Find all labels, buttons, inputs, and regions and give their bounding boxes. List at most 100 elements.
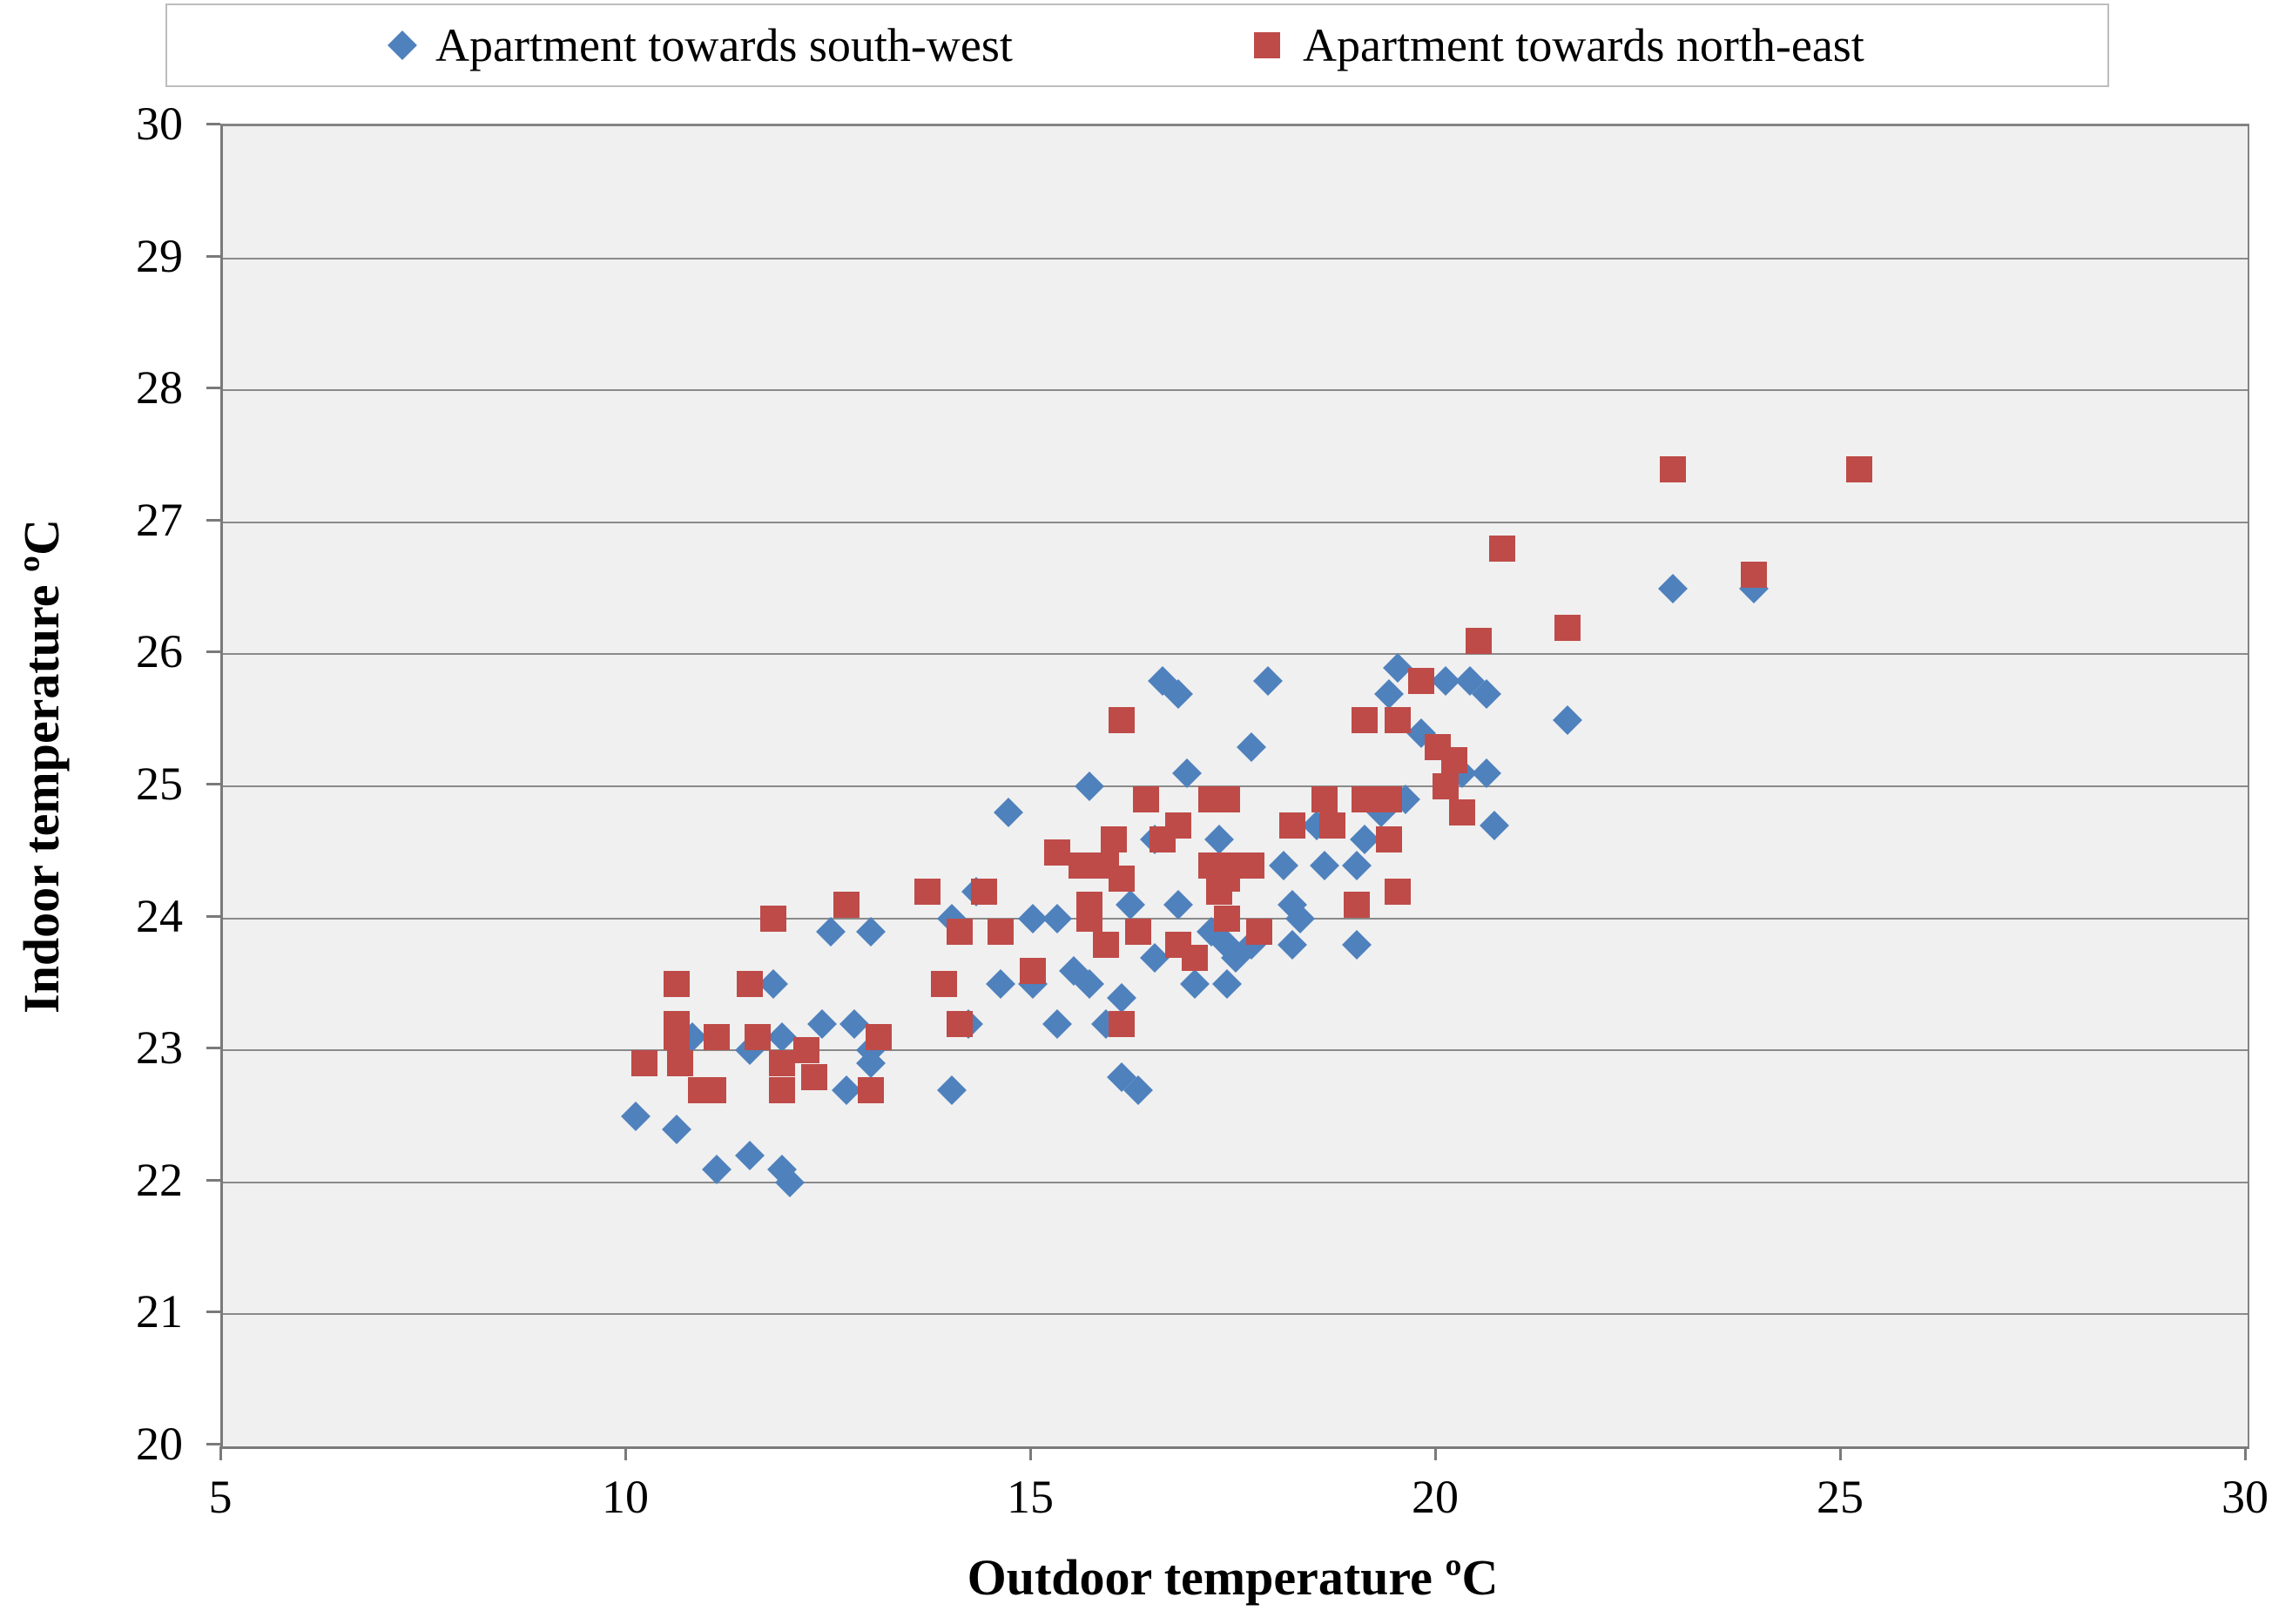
x-tick-label-25: 25 — [1817, 1471, 1864, 1523]
data-point-northeast — [1659, 456, 1686, 483]
data-point-northeast — [744, 1024, 771, 1051]
data-point-southwest — [766, 1022, 797, 1053]
x-axis-title: Outdoor temperature ºC — [967, 1549, 1499, 1606]
data-point-northeast — [1376, 786, 1403, 813]
gridline-y-29 — [223, 257, 2248, 259]
x-tick-label-15: 15 — [1007, 1471, 1054, 1523]
y-tick-label-27: 27 — [136, 493, 183, 546]
data-point-northeast — [1182, 945, 1208, 972]
data-point-northeast — [704, 1024, 731, 1051]
data-point-southwest — [1657, 573, 1688, 603]
data-point-southwest — [1374, 678, 1405, 709]
data-point-northeast — [667, 1050, 694, 1077]
data-point-northeast — [947, 1010, 974, 1037]
x-tick-30 — [2244, 1446, 2247, 1460]
data-point-northeast — [1214, 905, 1241, 932]
y-tick-30 — [206, 123, 220, 125]
y-tick-label-29: 29 — [136, 229, 183, 282]
gridline-y-27 — [223, 521, 2248, 523]
y-tick-label-25: 25 — [136, 758, 183, 810]
data-point-northeast — [1149, 825, 1176, 852]
y-tick-21 — [206, 1311, 220, 1314]
legend-label-southwest: Apartment towards south-west — [435, 19, 1013, 71]
y-tick-29 — [206, 254, 220, 258]
data-point-northeast — [663, 1024, 690, 1051]
y-tick-24 — [206, 914, 220, 918]
data-point-northeast — [1408, 667, 1435, 694]
data-point-northeast — [1238, 852, 1265, 879]
data-point-northeast — [1068, 852, 1095, 879]
x-tick-25 — [1839, 1446, 1842, 1460]
data-point-southwest — [1203, 824, 1234, 854]
data-point-northeast — [792, 1037, 819, 1064]
data-point-northeast — [663, 971, 690, 998]
y-tick-label-30: 30 — [136, 98, 183, 150]
legend-label-northeast: Apartment towards north-east — [1303, 19, 1864, 71]
data-point-northeast — [1440, 746, 1467, 773]
data-point-southwest — [758, 969, 789, 1000]
gridline-y-23 — [223, 1049, 2248, 1052]
square-marker-icon — [1254, 32, 1280, 58]
y-tick-28 — [206, 387, 220, 390]
data-point-southwest — [1382, 652, 1412, 683]
legend-item-southwest[interactable]: Apartment towards south-west — [388, 5, 1013, 85]
data-point-southwest — [1163, 890, 1194, 920]
data-point-northeast — [1246, 918, 1273, 945]
data-point-northeast — [1319, 812, 1346, 839]
data-point-northeast — [914, 879, 941, 906]
data-point-northeast — [1448, 799, 1475, 826]
y-tick-label-23: 23 — [136, 1021, 183, 1075]
data-point-northeast — [866, 1024, 893, 1051]
data-point-northeast — [1433, 773, 1460, 799]
data-point-northeast — [1101, 825, 1127, 852]
data-point-northeast — [1376, 825, 1403, 852]
y-tick-label-20: 20 — [136, 1418, 183, 1470]
y-tick-23 — [206, 1047, 220, 1050]
y-tick-label-26: 26 — [136, 625, 183, 678]
x-tick-label-20: 20 — [1412, 1471, 1459, 1523]
data-point-southwest — [856, 916, 886, 947]
data-point-northeast — [1740, 562, 1767, 589]
gridline-y-28 — [223, 389, 2248, 392]
data-point-southwest — [1480, 811, 1510, 841]
data-point-southwest — [807, 1008, 838, 1039]
x-tick-label-5: 5 — [208, 1471, 233, 1523]
y-tick-20 — [206, 1443, 220, 1445]
gridline-y-25 — [223, 785, 2248, 787]
data-point-northeast — [858, 1076, 884, 1103]
x-tick-label-30: 30 — [2221, 1471, 2269, 1523]
data-point-northeast — [947, 918, 974, 945]
legend: Apartment towards south-west Apartment t… — [165, 3, 2109, 87]
data-point-northeast — [1344, 892, 1370, 919]
data-point-northeast — [833, 892, 860, 919]
data-point-southwest — [832, 1075, 862, 1105]
data-point-southwest — [1139, 943, 1170, 974]
y-tick-label-28: 28 — [136, 361, 183, 414]
data-point-southwest — [1277, 929, 1307, 960]
data-point-northeast — [1020, 958, 1046, 985]
data-point-northeast — [800, 1063, 827, 1090]
data-point-northeast — [1214, 786, 1241, 813]
data-point-northeast — [699, 1076, 726, 1103]
data-point-southwest — [661, 1115, 691, 1145]
data-point-northeast — [1489, 536, 1516, 563]
gridline-y-21 — [223, 1313, 2248, 1316]
gridline-y-22 — [223, 1181, 2248, 1183]
data-point-northeast — [1109, 866, 1136, 893]
data-point-northeast — [1205, 879, 1232, 906]
diamond-marker-icon — [388, 30, 417, 60]
data-point-northeast — [1278, 812, 1305, 839]
data-point-northeast — [1384, 707, 1411, 734]
x-tick-10 — [624, 1446, 627, 1460]
data-point-northeast — [1092, 931, 1119, 958]
legend-item-northeast[interactable]: Apartment towards north-east — [1254, 5, 1864, 85]
y-tick-26 — [206, 650, 220, 654]
data-point-northeast — [760, 905, 787, 932]
data-point-southwest — [1269, 850, 1299, 880]
data-point-northeast — [768, 1050, 795, 1077]
data-point-southwest — [1180, 969, 1210, 1000]
data-point-southwest — [1075, 772, 1105, 801]
x-tick-15 — [1029, 1446, 1032, 1460]
data-point-southwest — [937, 1075, 967, 1105]
data-point-northeast — [1352, 707, 1379, 734]
